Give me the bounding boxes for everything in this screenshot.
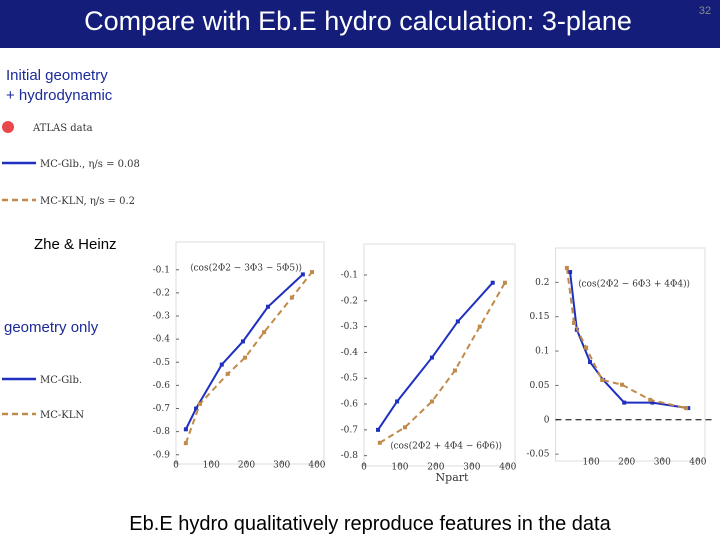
x-axis-label: Npart	[436, 471, 469, 484]
legend-text: MC-Glb.	[40, 375, 82, 386]
point	[262, 330, 267, 335]
series-line	[379, 282, 506, 444]
x-tick-label: 100	[203, 461, 220, 471]
x-tick-label: 0	[173, 461, 179, 471]
series-line	[377, 282, 494, 431]
point	[395, 399, 400, 404]
y-tick-label: 0	[544, 415, 550, 425]
point	[429, 399, 434, 404]
point	[684, 406, 689, 411]
hydro-label: Initial geometry	[6, 67, 108, 84]
annotation: ⟨cos(2Φ2 + 4Φ4 − 6Φ6)⟩	[390, 441, 502, 452]
y-tick-label: -0.5	[153, 358, 171, 368]
point	[225, 371, 230, 376]
point	[183, 441, 188, 446]
y-tick-label: -0.7	[341, 425, 359, 435]
point	[622, 400, 627, 405]
legend-text: ATLAS data	[32, 123, 93, 134]
x-tick-label: 300	[273, 461, 290, 471]
y-tick-label: -0.3	[153, 312, 171, 322]
y-tick-label: -0.5	[341, 374, 359, 384]
point	[686, 406, 691, 411]
legend-marker	[2, 121, 14, 133]
point	[490, 280, 495, 285]
point	[197, 401, 202, 406]
y-tick-label: -0.2	[341, 296, 358, 306]
y-tick-label: -0.1	[153, 265, 170, 275]
y-tick-label: -0.05	[526, 450, 549, 460]
point	[402, 425, 407, 430]
point	[477, 324, 482, 329]
y-tick-label: -0.8	[153, 427, 171, 437]
reference: Zhe & Heinz	[34, 236, 117, 253]
x-tick-label: 400	[499, 463, 516, 473]
point	[265, 304, 270, 309]
y-tick-label: 0.1	[535, 347, 549, 357]
point	[289, 295, 294, 300]
conclusion: Eb.E hydro qualitatively reproduce featu…	[129, 513, 611, 535]
x-tick-label: 400	[308, 461, 325, 471]
point	[183, 427, 188, 432]
point	[243, 355, 248, 360]
point	[194, 406, 199, 411]
point	[300, 272, 305, 277]
x-tick-label: 200	[618, 458, 635, 468]
series-line	[184, 273, 304, 430]
point	[650, 400, 655, 405]
point	[588, 360, 593, 365]
point	[376, 427, 381, 432]
y-tick-label: -0.7	[153, 404, 171, 414]
y-tick-label: -0.3	[341, 322, 359, 332]
y-tick-label: -0.9	[153, 450, 171, 460]
y-tick-label: -0.2	[153, 288, 170, 298]
x-tick-label: 400	[689, 458, 706, 468]
point	[502, 280, 507, 285]
series-line	[569, 271, 689, 410]
x-tick-label: 200	[238, 461, 255, 471]
plot-frame	[555, 247, 706, 462]
point	[620, 382, 625, 387]
point	[455, 319, 460, 324]
x-tick-label: 100	[583, 458, 600, 468]
y-tick-label: -0.1	[341, 270, 358, 280]
point	[568, 270, 573, 275]
point	[429, 355, 434, 360]
annotation: ⟨cos(2Φ2 − 3Φ3 − 5Φ5)⟩	[190, 263, 302, 274]
y-tick-label: 0.2	[535, 278, 549, 288]
legend-text: MC-Glb., η/s = 0.08	[40, 159, 140, 170]
y-tick-label: -0.4	[341, 348, 359, 358]
legend-text: MC-KLN, η/s = 0.2	[40, 196, 135, 207]
slide-title: Compare with Eb.E hydro calculation: 3-p…	[84, 6, 632, 36]
point	[648, 397, 653, 402]
x-tick-label: 200	[427, 463, 444, 473]
y-tick-label: -0.6	[341, 400, 359, 410]
y-tick-label: 0.05	[529, 381, 549, 391]
plot-frame	[363, 243, 516, 467]
x-tick-label: 300	[463, 463, 480, 473]
annotation: ⟨cos(2Φ2 − 6Φ3 + 4Φ4)⟩	[578, 279, 690, 290]
y-tick-label: -0.4	[153, 335, 171, 345]
point	[452, 368, 457, 373]
title-bar	[0, 0, 720, 48]
x-tick-label: 300	[654, 458, 671, 468]
y-tick-label: 0.15	[529, 312, 549, 322]
point	[377, 440, 382, 445]
legend-text: MC-KLN	[40, 410, 84, 421]
x-tick-label: 0	[361, 463, 367, 473]
point	[219, 362, 224, 367]
point	[564, 265, 569, 270]
point	[310, 270, 315, 275]
plot-frame	[175, 241, 325, 465]
point	[240, 339, 245, 344]
point	[600, 377, 605, 382]
hydro-label: + hydrodynamic	[6, 87, 113, 104]
page-number: 32	[699, 5, 711, 17]
x-tick-label: 100	[391, 463, 408, 473]
geometry-label: geometry only	[4, 319, 99, 336]
point	[584, 345, 589, 350]
y-tick-label: -0.8	[341, 451, 359, 461]
y-tick-label: -0.6	[153, 381, 171, 391]
point	[572, 320, 577, 325]
